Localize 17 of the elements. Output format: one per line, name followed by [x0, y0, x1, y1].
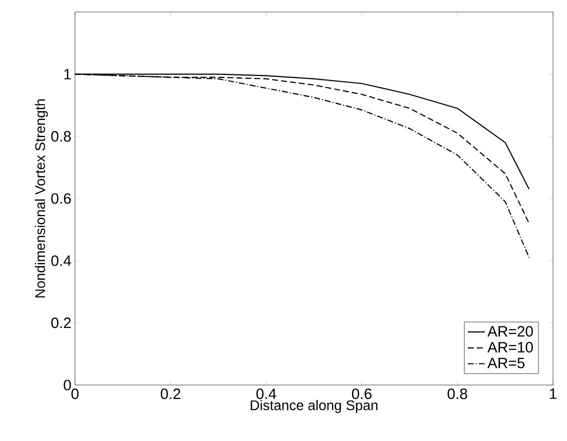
legend-label: AR=5 [487, 358, 525, 368]
y-tick-label: 0.6 [51, 193, 71, 204]
x-tick-label: 0.8 [448, 388, 468, 400]
x-tick-label: 1 [550, 388, 556, 399]
x-axis-title: Distance along Span [250, 400, 378, 413]
y-tick-label: 0.4 [51, 255, 72, 266]
legend-label: AR=20 [487, 326, 533, 337]
y-tick-label: 0 [64, 380, 71, 390]
x-tick-label: 0.4 [256, 388, 276, 400]
legend-label: AR=10 [487, 342, 533, 353]
y-tick-label: 0.8 [51, 131, 71, 142]
x-tick-label: 0.2 [160, 388, 180, 400]
y-axis-title: Nondimensional Vortex Strength [34, 99, 48, 298]
x-tick-label: 0 [71, 388, 79, 400]
x-tick-label: 0.6 [352, 388, 372, 400]
y-tick-label: 0.2 [51, 318, 71, 328]
y-tick-label: 1 [64, 69, 71, 80]
